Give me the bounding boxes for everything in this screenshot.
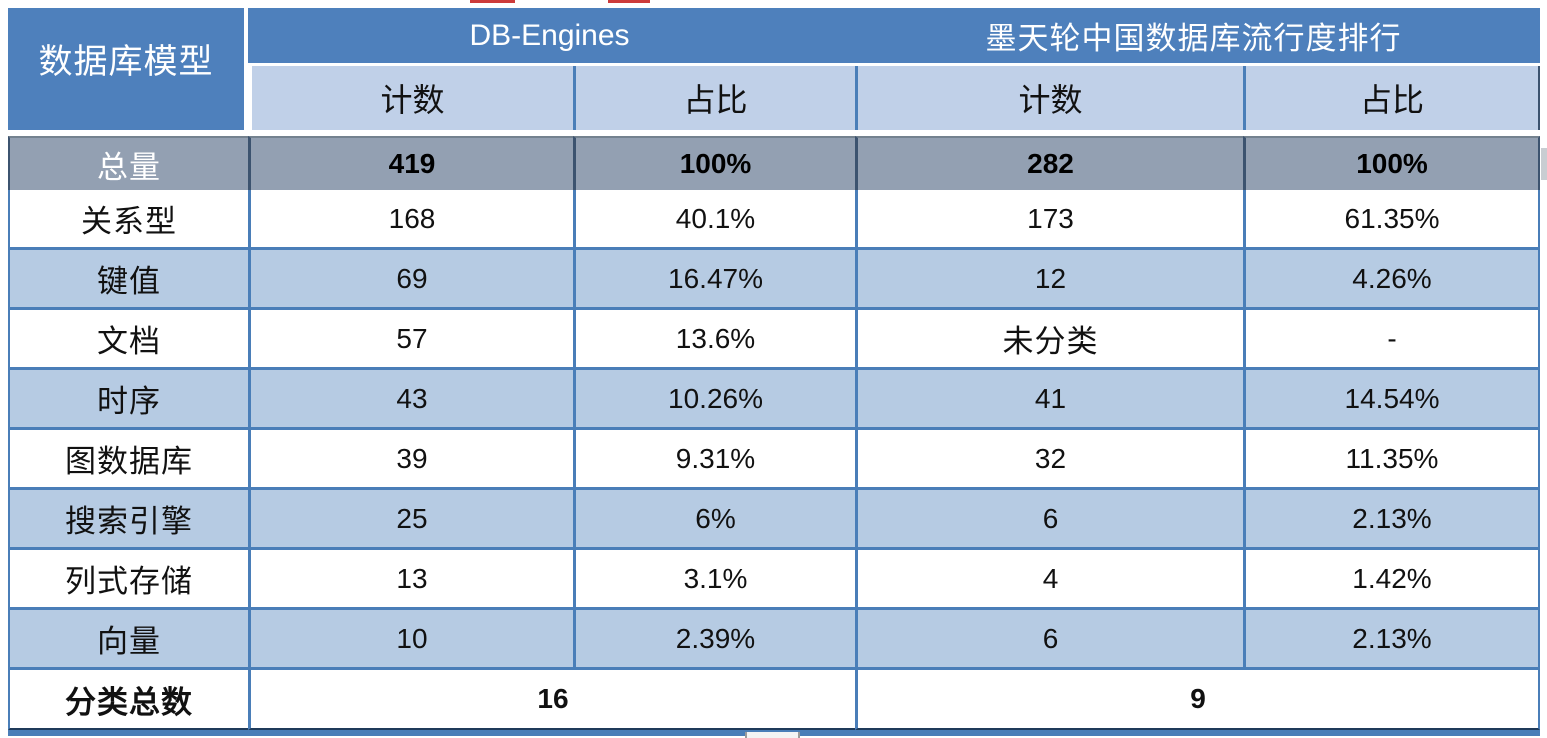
table-cell: 57 <box>248 310 573 370</box>
table-cell: 6% <box>573 490 855 550</box>
table-cell: 3.1% <box>573 550 855 610</box>
row-label-vector: 向量 <box>8 610 248 670</box>
table-cell: 2.13% <box>1243 490 1540 550</box>
table-cell: - <box>1243 310 1540 370</box>
table-cell: 13 <box>248 550 573 610</box>
table-cell: 69 <box>248 250 573 310</box>
summary-dbengines-category-count: 16 <box>248 670 855 730</box>
table-cell: 4.26% <box>1243 250 1540 310</box>
row-label-search-engine: 搜索引擎 <box>8 490 248 550</box>
row-label-relational: 关系型 <box>8 190 248 250</box>
table-cell: 61.35% <box>1243 190 1540 250</box>
red-underline-fragment <box>470 0 515 3</box>
table-cell: 2.39% <box>573 610 855 670</box>
table-cell: 173 <box>855 190 1243 250</box>
total-modb-share: 100% <box>1243 136 1540 190</box>
summary-row-label: 分类总数 <box>8 670 248 730</box>
table-cell: 39 <box>248 430 573 490</box>
group-header-modb: 墨天轮中国数据库流行度排行 <box>985 21 1402 56</box>
table-cell: 16.47% <box>573 250 855 310</box>
row-label-columnar: 列式存储 <box>8 550 248 610</box>
summary-modb-category-count: 9 <box>855 670 1540 730</box>
table-cell: 168 <box>248 190 573 250</box>
total-dbengines-count: 419 <box>248 136 573 190</box>
subheader-modb-share: 占比 <box>1243 66 1540 130</box>
table-cell: 41 <box>855 370 1243 430</box>
subheader-modb-count: 计数 <box>855 66 1243 130</box>
table-cell: 25 <box>248 490 573 550</box>
table-cell: 11.35% <box>1243 430 1540 490</box>
table-cell: 1.42% <box>1243 550 1540 610</box>
row-label-graph: 图数据库 <box>8 430 248 490</box>
group-header-band: DB-Engines 墨天轮中国数据库流行度排行 <box>248 8 1540 66</box>
table-cell: 32 <box>855 430 1243 490</box>
table-cell: 10 <box>248 610 573 670</box>
row-label-keyvalue: 键值 <box>8 250 248 310</box>
table-cell: 14.54% <box>1243 370 1540 430</box>
table-cell: 43 <box>248 370 573 430</box>
table-cell: 13.6% <box>573 310 855 370</box>
table-cell: 12 <box>855 250 1243 310</box>
table-cell: 6 <box>855 490 1243 550</box>
group-header-db-engines: DB-Engines <box>469 18 630 52</box>
bottom-edge-fragment <box>745 732 800 738</box>
row-label-document: 文档 <box>8 310 248 370</box>
total-dbengines-share: 100% <box>573 136 855 190</box>
table-cell: 9.31% <box>573 430 855 490</box>
row-label-timeseries: 时序 <box>8 370 248 430</box>
comparison-table: 数据库模型 DB-Engines 墨天轮中国数据库流行度排行 计数 占比 计数 … <box>8 8 1540 736</box>
table-cell: 40.1% <box>573 190 855 250</box>
table-cell: 10.26% <box>573 370 855 430</box>
subheader-dbengines-share: 占比 <box>573 66 855 130</box>
subheader-dbengines-count: 计数 <box>248 66 573 130</box>
corner-header-database-model: 数据库模型 <box>8 8 248 130</box>
right-edge-fragment <box>1541 148 1547 180</box>
table-cell: 2.13% <box>1243 610 1540 670</box>
total-row-label: 总量 <box>8 136 248 190</box>
table-cell: 4 <box>855 550 1243 610</box>
total-modb-count: 282 <box>855 136 1243 190</box>
red-underline-fragment <box>608 0 650 3</box>
table-cell-unclassified: 未分类 <box>855 310 1243 370</box>
table-cell: 6 <box>855 610 1243 670</box>
